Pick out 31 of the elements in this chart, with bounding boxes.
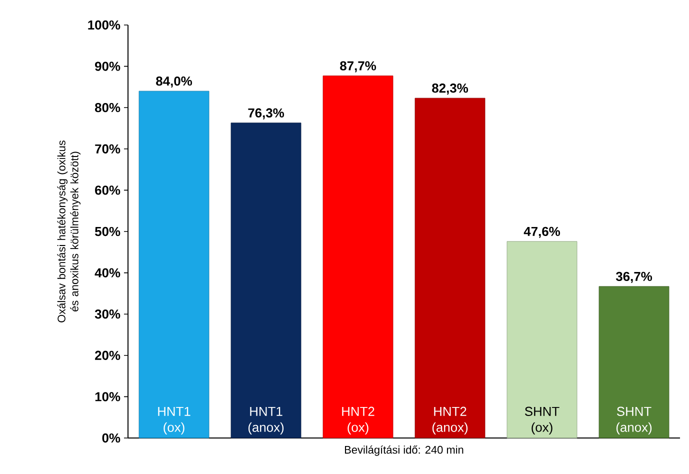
data-label: 36,7% <box>616 272 652 283</box>
y-tick-label: 60% <box>95 186 120 195</box>
data-label: 76,3% <box>248 108 284 120</box>
y-tick-label: 20% <box>95 350 120 360</box>
bar <box>598 286 670 438</box>
y-axis-title: Oxálsav bontási hatékonyság (oxikus és anoxikus körülmények között) <box>57 140 81 322</box>
bar <box>322 76 394 438</box>
x-tick-label: HNT1 (ox) <box>158 406 190 434</box>
data-label: 82,3% <box>432 84 468 95</box>
bar <box>230 122 302 438</box>
y-tick-label: 30% <box>94 310 120 319</box>
x-tick-label: SHNT (anox) <box>616 406 652 434</box>
y-tick-label: 0% <box>102 433 120 443</box>
x-tick-label: HNT2 (ox) <box>342 406 374 434</box>
x-axis-title: Bevilágítási idő: 240 min <box>345 446 464 456</box>
x-tick-label: HNT2 (anox) <box>432 406 468 434</box>
data-label: 87,7% <box>340 61 376 72</box>
y-tick-label: 50% <box>94 226 120 236</box>
y-tick-label: 10% <box>95 392 120 402</box>
y-tick-label: 80% <box>94 103 120 112</box>
x-tick-label: SHNT (ox) <box>524 406 560 434</box>
y-tick-label: 90% <box>95 62 120 71</box>
data-label: 47,6% <box>524 226 560 238</box>
x-tick-label: HNT1 (anox) <box>248 406 284 434</box>
y-tick-label: 100% <box>88 20 120 30</box>
y-tick-label: 70% <box>95 144 120 154</box>
data-label: 84,0% <box>156 76 192 88</box>
bar <box>506 241 578 438</box>
bar <box>138 90 210 438</box>
bar <box>414 98 486 438</box>
y-tick-label: 40% <box>94 268 120 278</box>
